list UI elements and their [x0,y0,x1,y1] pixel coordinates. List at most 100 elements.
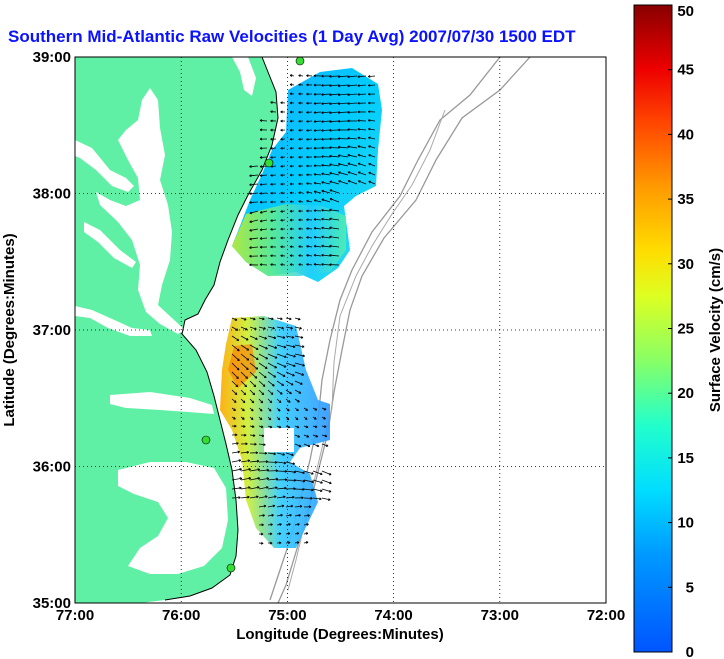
velocity-arrow [321,227,331,230]
velocity-arrowhead [321,189,324,193]
velocity-arrow [368,154,376,158]
colorbar-tick-label: 50 [677,3,694,20]
velocity-arrowhead [306,254,309,257]
velocity-arrow [249,219,259,223]
velocity-arrow [313,236,322,239]
velocity-arrowhead [239,468,242,471]
velocity-arrowhead [236,367,240,371]
velocity-arrow [347,102,358,105]
velocity-arrow [347,154,358,158]
velocity-arrowhead [266,468,269,472]
velocity-arrowhead [246,450,250,454]
velocity-arrowhead [347,102,350,105]
velocity-arrowhead [293,470,296,474]
velocity-arrow [294,317,301,320]
velocity-arrowhead [259,191,263,195]
velocity-arrowhead [280,182,283,186]
velocity-arrows [231,74,376,545]
velocity-arrowhead [274,356,278,359]
velocity-arrow [337,111,349,114]
velocity-arrowhead [337,75,341,79]
x-tick-label: 72:00 [587,607,625,624]
velocity-arrow [276,487,287,490]
velocity-arrowhead [283,495,286,499]
velocity-arrow [259,237,268,239]
velocity-arrowhead [247,459,251,463]
velocity-arrowhead [323,407,327,411]
velocity-arrowhead [306,137,309,141]
velocity-arrowhead [347,75,350,79]
velocity-arrowhead [321,253,324,257]
velocity-arrow [313,129,322,132]
velocity-arrow [313,227,322,230]
velocity-arrowhead [239,477,243,480]
velocity-arrow [258,353,268,360]
velocity-arrow [276,514,283,517]
velocity-arrowhead [270,227,273,231]
velocity-arrow [231,353,240,361]
velocity-arrowhead [368,110,371,114]
velocity-arrow [240,317,247,321]
velocity-arrow [249,486,260,490]
velocity-arrowhead [321,93,324,96]
velocity-arrow [329,102,340,105]
velocity-arrowhead [329,197,333,201]
velocity-arrowhead [270,523,273,527]
velocity-arrowhead [260,400,264,404]
velocity-arrow [321,434,328,437]
velocity-arrow [285,505,294,508]
velocity-arrowhead [266,486,269,489]
colorbar-tick-label: 25 [677,321,694,338]
velocity-arrow [294,371,304,376]
velocity-arrowhead [289,137,293,141]
velocity-arrowhead [321,146,324,150]
albemarle-sound [110,392,214,414]
velocity-arrowhead [245,442,248,446]
velocity-arrowhead [329,154,332,158]
velocity-arrow [338,180,349,185]
velocity-arrowhead [274,495,277,499]
velocity-arrowhead [243,392,247,396]
velocity-arrow [306,245,313,248]
velocity-arrow [314,199,322,203]
velocity-arrowhead [298,236,301,240]
velocity-arrowhead [329,208,332,212]
velocity-arrowhead [310,496,313,500]
velocity-arrowhead [248,477,252,480]
velocity-arrow [249,317,256,320]
velocity-arrow [329,75,340,77]
velocity-arrowhead [289,513,292,517]
velocity-arrowhead [319,497,322,501]
velocity-arrowhead [329,137,332,141]
velocity-arrow [258,389,265,395]
velocity-arrow [249,389,255,396]
rappahannock-river [84,222,136,268]
velocity-arrow [240,477,251,481]
velocity-arrow [270,264,277,266]
velocity-arrow [329,189,340,194]
velocity-arrowhead [255,357,259,360]
velocity-arrowhead [245,337,249,341]
velocity-arrow [303,514,310,517]
velocity-arrowhead [305,408,308,411]
velocity-arrowhead [255,347,259,350]
velocity-arrowhead [289,391,292,395]
velocity-arrowhead [259,165,263,168]
colorbar-label: Surface Velocity (cm/s) [707,248,724,412]
velocity-arrowhead [298,218,301,222]
velocity-arrowhead [250,417,254,420]
velocity-arrowhead [262,514,265,517]
velocity-arrowhead [368,136,371,140]
velocity-arrow [267,353,278,359]
velocity-arrowhead [234,424,237,428]
velocity-arrowhead [357,136,360,140]
velocity-arrowhead [280,101,283,105]
velocity-arrow [294,434,300,438]
velocity-arrow [347,129,358,131]
velocity-arrow [249,371,258,379]
velocity-arrowhead [298,74,301,78]
velocity-arrow [321,120,331,123]
velocity-arrowhead [302,354,305,358]
velocity-arrow [357,145,367,149]
velocity-arrowhead [265,356,269,360]
